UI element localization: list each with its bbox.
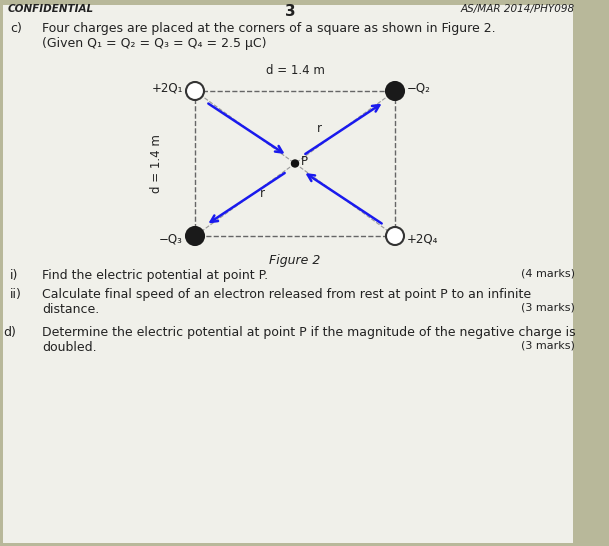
Text: Four charges are placed at the corners of a square as shown in Figure 2.: Four charges are placed at the corners o… <box>42 22 496 35</box>
Text: d = 1.4 m: d = 1.4 m <box>150 134 163 193</box>
Circle shape <box>186 82 204 100</box>
Text: 3: 3 <box>284 4 295 19</box>
Text: +2Q₄: +2Q₄ <box>407 233 438 246</box>
Circle shape <box>292 160 298 167</box>
Circle shape <box>386 82 404 100</box>
FancyBboxPatch shape <box>3 5 573 543</box>
Text: Determine the electric potential at point P if the magnitude of the negative cha: Determine the electric potential at poin… <box>42 326 576 339</box>
Text: (Given Q₁ = Q₂ = Q₃ = Q₄ = 2.5 μC): (Given Q₁ = Q₂ = Q₃ = Q₄ = 2.5 μC) <box>42 37 267 50</box>
Circle shape <box>186 227 204 245</box>
Text: d): d) <box>3 326 16 339</box>
Text: ii): ii) <box>10 288 22 301</box>
Text: (3 marks): (3 marks) <box>521 341 575 351</box>
Text: CONFIDENTIAL: CONFIDENTIAL <box>8 4 94 14</box>
Text: c): c) <box>10 22 22 35</box>
Circle shape <box>386 227 404 245</box>
Text: +2Q₁: +2Q₁ <box>152 81 183 94</box>
Text: Figure 2: Figure 2 <box>269 254 321 267</box>
Text: −Q₃: −Q₃ <box>159 233 183 246</box>
Text: P: P <box>301 155 308 168</box>
Text: AS/MAR 2014/PHY098: AS/MAR 2014/PHY098 <box>461 4 575 14</box>
Text: −Q₂: −Q₂ <box>407 81 431 94</box>
Text: i): i) <box>10 269 18 282</box>
Text: r: r <box>260 187 265 200</box>
Text: Calculate final speed of an electron released from rest at point P to an infinit: Calculate final speed of an electron rel… <box>42 288 531 301</box>
Text: (4 marks): (4 marks) <box>521 269 575 279</box>
Text: d = 1.4 m: d = 1.4 m <box>266 64 325 77</box>
Text: Find the electric potential at point P.: Find the electric potential at point P. <box>42 269 268 282</box>
Text: (3 marks): (3 marks) <box>521 303 575 313</box>
Text: r: r <box>317 122 322 135</box>
Text: distance.: distance. <box>42 303 99 316</box>
Text: doubled.: doubled. <box>42 341 97 354</box>
